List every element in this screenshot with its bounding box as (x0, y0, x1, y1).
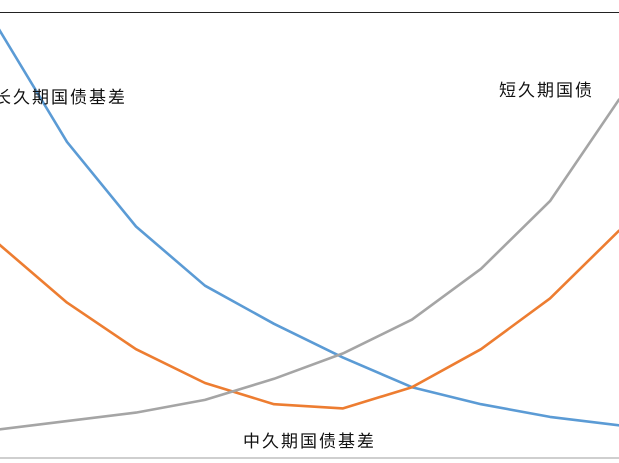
annotation-short-duration: 短久期国债 (499, 81, 594, 101)
series-layer (0, 28, 619, 431)
annotation-mid-duration: 中久期国债基差 (243, 432, 376, 452)
series-short-duration-line (0, 98, 619, 431)
annotation-long-duration: 长久期国债基差 (0, 88, 127, 108)
title-strip (0, 0, 619, 13)
series-long-duration-line (0, 28, 619, 427)
series-mid-duration-line (0, 229, 619, 410)
